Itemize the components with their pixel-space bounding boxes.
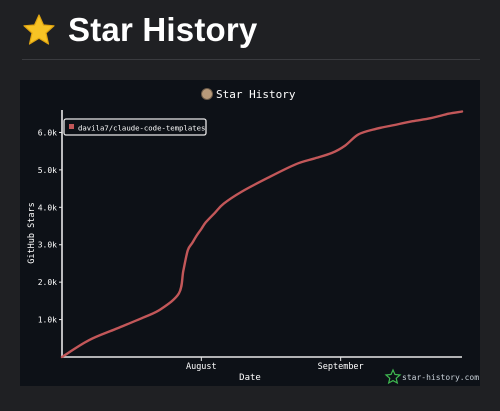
chart-title: Star History [216,88,296,101]
y-tick-label: 1.0k [38,316,57,325]
star-icon [23,14,55,45]
y-tick-label: 6.0k [38,128,57,137]
watermark-star-icon [384,368,402,385]
chart-title-group: Star History [201,88,296,101]
header-divider [22,59,480,60]
watermark: star-history.com [384,368,479,385]
x-ticks: August September [186,357,364,372]
avatar-icon [201,88,213,100]
legend-label: davila7/claude-code-templates [78,124,205,133]
series-line [60,110,464,359]
legend-swatch [69,124,74,129]
page-header: Star History [22,8,257,52]
y-axis-label: GitHub Stars [27,202,37,263]
chart-card: Star History 1.0k 2.0k 3.0k 4.0k 5.0k 6.0k Au… [20,80,480,386]
x-tick-label: September [318,362,364,372]
legend: davila7/claude-code-templates [63,118,207,136]
y-tick-label: 5.0k [38,166,57,175]
y-tick-label: 4.0k [38,203,57,212]
legend-box [63,118,207,136]
y-tick-label: 2.0k [38,278,57,287]
star-history-chart: Star History 1.0k 2.0k 3.0k 4.0k 5.0k 6.0k Au… [27,88,479,385]
y-tick-label: 3.0k [38,241,57,250]
x-tick-label: August [186,362,217,372]
watermark-text: star-history.com [402,373,479,382]
y-ticks: 1.0k 2.0k 3.0k 4.0k 5.0k 6.0k [38,128,62,325]
page-title: Star History [68,11,258,48]
x-axis-label: Date [239,373,261,383]
